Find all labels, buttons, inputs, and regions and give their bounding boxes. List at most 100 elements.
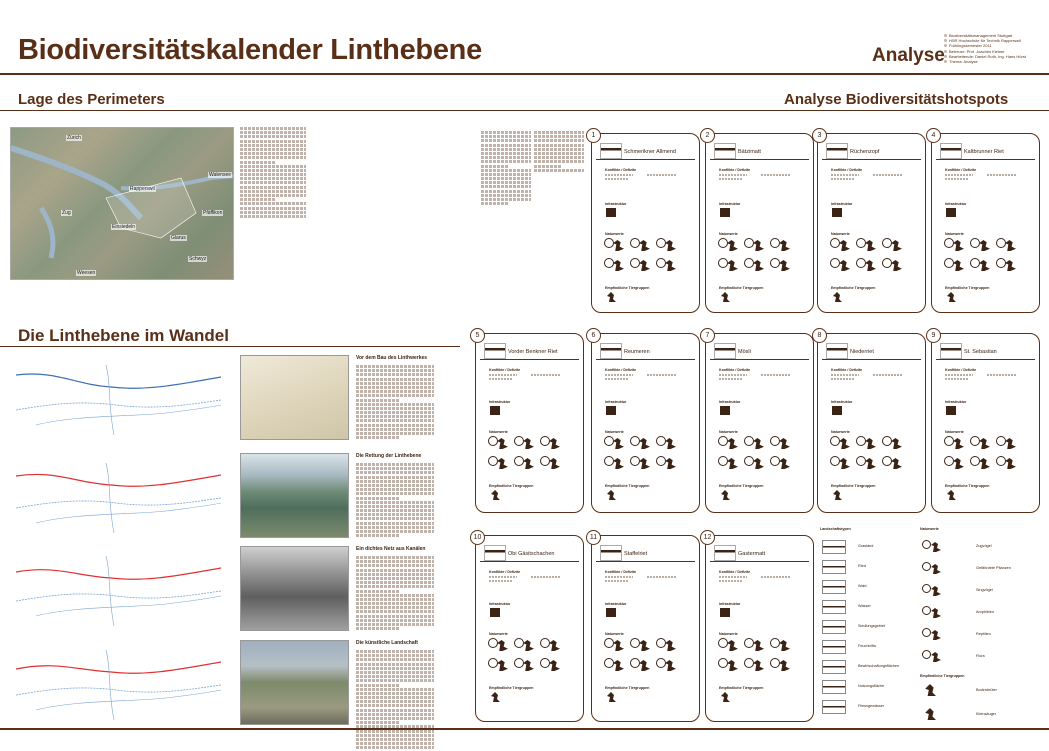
animal-icon bbox=[779, 458, 790, 469]
animal-icon bbox=[753, 660, 764, 671]
hotspot-card[interactable]: 2 Bätzimatt Konflikte / Defizite Infrastruk… bbox=[700, 128, 814, 313]
animal-icon bbox=[779, 240, 790, 251]
hotspot-card[interactable]: 7 Mösli Konflikte / Defizite Infrastruktur N… bbox=[700, 328, 814, 513]
animal-icon bbox=[891, 438, 902, 449]
hotspot-name: Schmerikner Allmend bbox=[624, 149, 676, 155]
animal-icon bbox=[753, 240, 764, 251]
meta-info: Biodiversitätsmanagement Stuttgart HSR Ho… bbox=[944, 33, 1044, 64]
infrastructure-icon bbox=[720, 406, 730, 415]
animal-icon bbox=[665, 660, 676, 671]
perimeter-map: Zürich Rapperswil Walensee Zug Einsiedeln Pfä… bbox=[10, 127, 234, 280]
animal-icon bbox=[1005, 438, 1016, 449]
section-title: Die Rettung der Linthebene bbox=[356, 453, 422, 459]
conflict-line bbox=[719, 178, 743, 180]
legend-item: Feuchtrifla bbox=[858, 644, 876, 648]
infrastructure-icon bbox=[832, 208, 842, 217]
animal-icon bbox=[779, 640, 790, 651]
section-text bbox=[356, 650, 434, 751]
sensitive-groups-label: Empfindliche Tiergruppen bbox=[605, 484, 650, 488]
sensitive-legend-icon bbox=[925, 708, 936, 720]
hotspot-card[interactable]: 3 Rüchenzopf Konflikte / Defizite Infrastru… bbox=[812, 128, 926, 313]
animal-icon bbox=[497, 640, 508, 651]
nature-values-label: Naturwerte bbox=[945, 232, 964, 236]
nature-legend-icon bbox=[922, 606, 931, 615]
map-label: Schwyz bbox=[188, 256, 208, 262]
hotspot-card[interactable]: 1 Schmerikner Allmend Konflikte / Defizite… bbox=[586, 128, 700, 313]
infrastructure-icon bbox=[490, 608, 500, 617]
nature-icon bbox=[604, 258, 614, 268]
nature-legend-silhouette bbox=[931, 608, 941, 618]
conflict-line bbox=[831, 178, 855, 180]
conflict-line bbox=[719, 374, 747, 376]
animal-icon bbox=[1005, 260, 1016, 271]
landscape-thumbnail bbox=[714, 143, 736, 159]
sensitive-group-icon bbox=[947, 490, 956, 500]
nature-icon bbox=[488, 638, 498, 648]
nature-legend-icon bbox=[922, 628, 931, 637]
conflict-line bbox=[605, 580, 629, 582]
card-divider bbox=[596, 159, 695, 160]
hotspot-card[interactable]: 12 Gastermatt Konflikte / Defizite Infrastr… bbox=[700, 530, 814, 722]
conflict-line bbox=[831, 174, 859, 176]
hotspot-card[interactable]: 4 Kaltbrunner Riet Konflikte / Defizite Inf… bbox=[926, 128, 1040, 313]
hotspot-card[interactable]: 6 Reumeren Konflikte / Defizite Infrastrukt… bbox=[586, 328, 700, 513]
card-divider bbox=[710, 561, 809, 562]
sensitive-group-icon bbox=[833, 292, 842, 302]
animal-icon bbox=[953, 458, 964, 469]
conflict-line bbox=[945, 174, 973, 176]
animal-icon bbox=[727, 640, 738, 651]
conflicts-label: Konflikte / Defizite bbox=[489, 570, 521, 574]
infrastructure-label: Infrastruktur bbox=[605, 602, 627, 606]
infrastructure-label: Infrastruktur bbox=[945, 202, 967, 206]
hotspot-card[interactable]: 9 St. Sebastian Konflikte / Defizite Infras… bbox=[926, 328, 1040, 513]
sensitive-groups-label: Empfindliche Tiergruppen bbox=[605, 686, 650, 690]
infrastructure-icon bbox=[606, 608, 616, 617]
animal-icon bbox=[639, 458, 650, 469]
nature-legend-silhouette bbox=[931, 652, 941, 662]
hotspot-number: 8 bbox=[812, 328, 827, 343]
sensitive-group-icon bbox=[721, 292, 730, 302]
nature-icon bbox=[744, 456, 754, 466]
sensitive-groups-label: Empfindliche Tiergruppen bbox=[605, 286, 650, 290]
conflict-line bbox=[719, 580, 743, 582]
conflict-line bbox=[605, 374, 633, 376]
nature-values-label: Naturwerte bbox=[719, 430, 738, 434]
hotspot-card[interactable]: 5 Vorder Benkner Riet Konflikte / Defizite… bbox=[470, 328, 584, 513]
card-divider bbox=[480, 561, 579, 562]
conflicts-label: Konflikte / Defizite bbox=[605, 368, 637, 372]
conflicts-label: Konflikte / Defizite bbox=[489, 368, 521, 372]
hotspot-card[interactable]: 10 Obi Gäsitschachen Konflikte / Defizite I… bbox=[470, 530, 584, 722]
nature-icon bbox=[996, 258, 1006, 268]
landscape-legend-swatch bbox=[822, 580, 846, 594]
conflict-line bbox=[831, 378, 855, 380]
conflict-line bbox=[761, 374, 791, 376]
hotspot-card[interactable]: 8 Niederriet Konflikte / Defizite Infrastru… bbox=[812, 328, 926, 513]
animal-icon bbox=[639, 260, 650, 271]
conflicts-label: Konflikte / Defizite bbox=[719, 168, 751, 172]
animal-icon bbox=[549, 660, 560, 671]
nature-icon bbox=[514, 436, 524, 446]
nature-icon bbox=[744, 638, 754, 648]
historic-map bbox=[15, 546, 222, 631]
legend-item: Bewirtschaftungsflächen bbox=[858, 664, 900, 668]
hotspot-number: 1 bbox=[586, 128, 601, 143]
sensitive-group-icon bbox=[947, 292, 956, 302]
nature-icon bbox=[630, 238, 640, 248]
meta-line: Biodiversitätsmanagement Stuttgart bbox=[944, 33, 1044, 38]
conflict-line bbox=[605, 576, 633, 578]
conflict-line bbox=[761, 174, 791, 176]
nature-icon bbox=[604, 456, 614, 466]
conflict-line bbox=[647, 576, 677, 578]
meta-line: Frühlingssemester 2011 bbox=[944, 43, 1044, 48]
animal-icon bbox=[523, 640, 534, 651]
nature-values-label: Naturwerte bbox=[719, 232, 738, 236]
nature-icon bbox=[970, 258, 980, 268]
hotspot-card[interactable]: 11 Staffelriet Konflikte / Defizite Infrast… bbox=[586, 530, 700, 722]
landscape-thumbnail bbox=[600, 545, 622, 561]
animal-icon bbox=[497, 438, 508, 449]
animal-icon bbox=[727, 438, 738, 449]
section-text bbox=[356, 463, 434, 538]
nature-values-label: Naturwerte bbox=[489, 430, 508, 434]
infrastructure-label: Infrastruktur bbox=[719, 202, 741, 206]
nature-icon bbox=[970, 456, 980, 466]
